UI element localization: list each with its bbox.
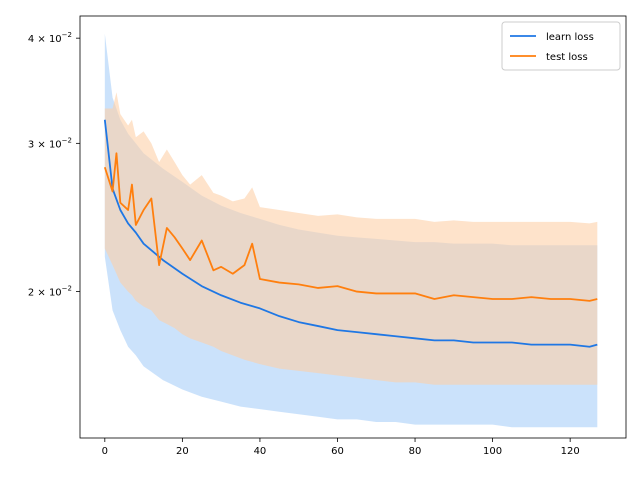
legend-label-test-loss: test loss xyxy=(546,52,588,63)
plot-frame xyxy=(79,15,627,439)
x-tick-label: 80 xyxy=(409,446,422,457)
y-axis: 2 × 10−2 3 × 10−2 4 × 10−2 xyxy=(28,31,80,299)
legend-box xyxy=(501,21,621,71)
x-tick-label: 100 xyxy=(483,446,502,457)
x-tick-label: 0 xyxy=(102,446,108,457)
x-tick-label: 20 xyxy=(176,446,189,457)
legend: learn loss test loss xyxy=(501,21,621,71)
test-loss-line xyxy=(103,152,598,302)
x-axis: 0 20 40 60 80 100 120 xyxy=(102,438,580,457)
x-tick-label: 40 xyxy=(254,446,267,457)
legend-label-learn-loss: learn loss xyxy=(546,32,594,43)
y-tick-label: 2 × 10−2 xyxy=(28,285,72,299)
y-tick-label: 4 × 10−2 xyxy=(28,31,72,45)
confidence-bands xyxy=(104,33,598,428)
y-tick-label: 3 × 10−2 xyxy=(28,136,72,150)
x-tick-label: 120 xyxy=(561,446,580,457)
x-tick-label: 60 xyxy=(331,446,344,457)
learn-loss-line xyxy=(103,119,598,348)
test-loss-band xyxy=(104,92,598,385)
series-lines xyxy=(103,119,598,348)
